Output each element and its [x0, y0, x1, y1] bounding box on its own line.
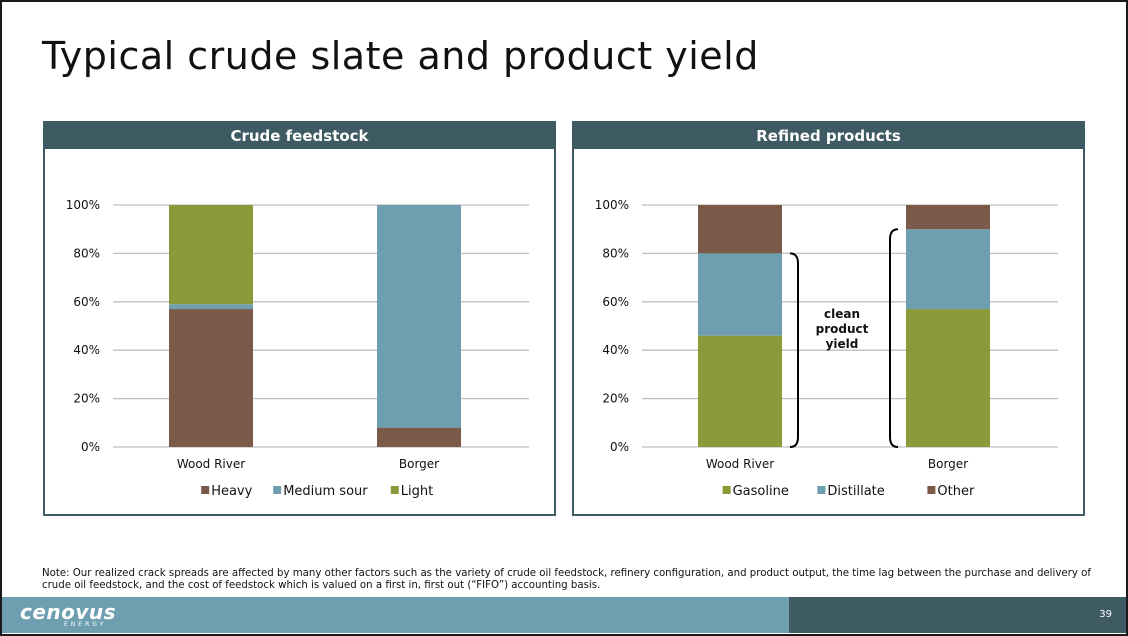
y-tick-label: 100% — [595, 198, 629, 212]
footer-right-band: 39 — [789, 597, 1126, 633]
clean-product-yield-label: product — [816, 322, 869, 336]
y-tick-label: 40% — [73, 343, 100, 357]
bar-gasoline-borger — [906, 309, 990, 447]
footnote: Note: Our realized crack spreads are aff… — [42, 568, 1091, 591]
bar-heavy-borger — [377, 427, 461, 447]
bar-gasoline-wood-river — [698, 335, 782, 447]
legend-label-distillate: Distillate — [827, 484, 884, 499]
y-tick-label: 60% — [602, 295, 629, 309]
y-tick-label: 20% — [602, 392, 629, 406]
y-tick-label: 60% — [73, 295, 100, 309]
legend-swatch-distillate — [817, 486, 826, 494]
bar-other-wood-river — [698, 205, 782, 254]
crude-feedstock-header: Crude feedstock — [45, 123, 554, 149]
bar-heavy-wood-river — [169, 309, 253, 447]
legend-swatch-light — [390, 486, 399, 494]
clean-product-yield-label: yield — [826, 337, 859, 351]
x-tick-label: Borger — [928, 457, 968, 471]
bar-light-wood-river — [169, 205, 253, 305]
bar-medium-sour-wood-river — [169, 304, 253, 310]
legend-swatch-medium-sour — [273, 486, 282, 494]
y-tick-label: 40% — [602, 343, 629, 357]
cenovus-logo-subtext: ENERGY — [64, 621, 107, 628]
legend-label-other: Other — [937, 484, 975, 499]
legend-label-medium-sour: Medium sour — [283, 484, 368, 499]
legend-swatch-gasoline — [722, 486, 731, 494]
y-tick-label: 0% — [610, 440, 629, 454]
bar-distillate-wood-river — [698, 253, 782, 336]
bar-medium-sour-borger — [377, 205, 461, 428]
refined-products-chart: 0% 20% 40% 60% 80% 100% Wood River Borger Gasoli… — [595, 198, 1058, 499]
x-tick-label: Wood River — [706, 457, 774, 471]
clean-yield-bracket-wood-river — [789, 252, 799, 448]
y-tick-label: 0% — [81, 440, 100, 454]
y-tick-label: 100% — [66, 198, 100, 212]
legend-label-light: Light — [401, 484, 433, 499]
bar-other-borger — [906, 205, 990, 230]
legend-swatch-other — [927, 486, 936, 494]
clean-product-yield-label: clean — [824, 307, 860, 321]
crude-feedstock-panel: Crude feedstock 0% 20% 40% 60% 80% 100% Wood R… — [43, 121, 556, 516]
crude-feedstock-chart: 0% 20% 40% 60% 80% 100% Wood River Borger Heavy M… — [66, 198, 529, 499]
refined-products-panel: Refined products 0% 20% 40% 60% 80% 100% Wood … — [572, 121, 1085, 516]
legend-label-gasoline: Gasoline — [733, 484, 789, 499]
x-tick-label: Wood River — [177, 457, 245, 471]
page-number: 39 — [1099, 609, 1112, 620]
y-tick-label: 80% — [73, 246, 100, 260]
cenovus-logo: cenovus — [20, 600, 117, 624]
bar-distillate-borger — [906, 229, 990, 310]
clean-yield-bracket-borger — [889, 228, 899, 448]
slide-title: Typical crude slate and product yield — [42, 34, 759, 78]
x-tick-label: Borger — [399, 457, 439, 471]
legend-swatch-heavy — [201, 486, 210, 494]
refined-products-header: Refined products — [574, 123, 1083, 149]
y-tick-label: 20% — [73, 392, 100, 406]
footer-bar: cenovus ENERGY 39 — [2, 597, 1126, 633]
y-tick-label: 80% — [602, 246, 629, 260]
footer-left-band: cenovus ENERGY — [2, 597, 789, 633]
legend-label-heavy: Heavy — [211, 484, 252, 499]
